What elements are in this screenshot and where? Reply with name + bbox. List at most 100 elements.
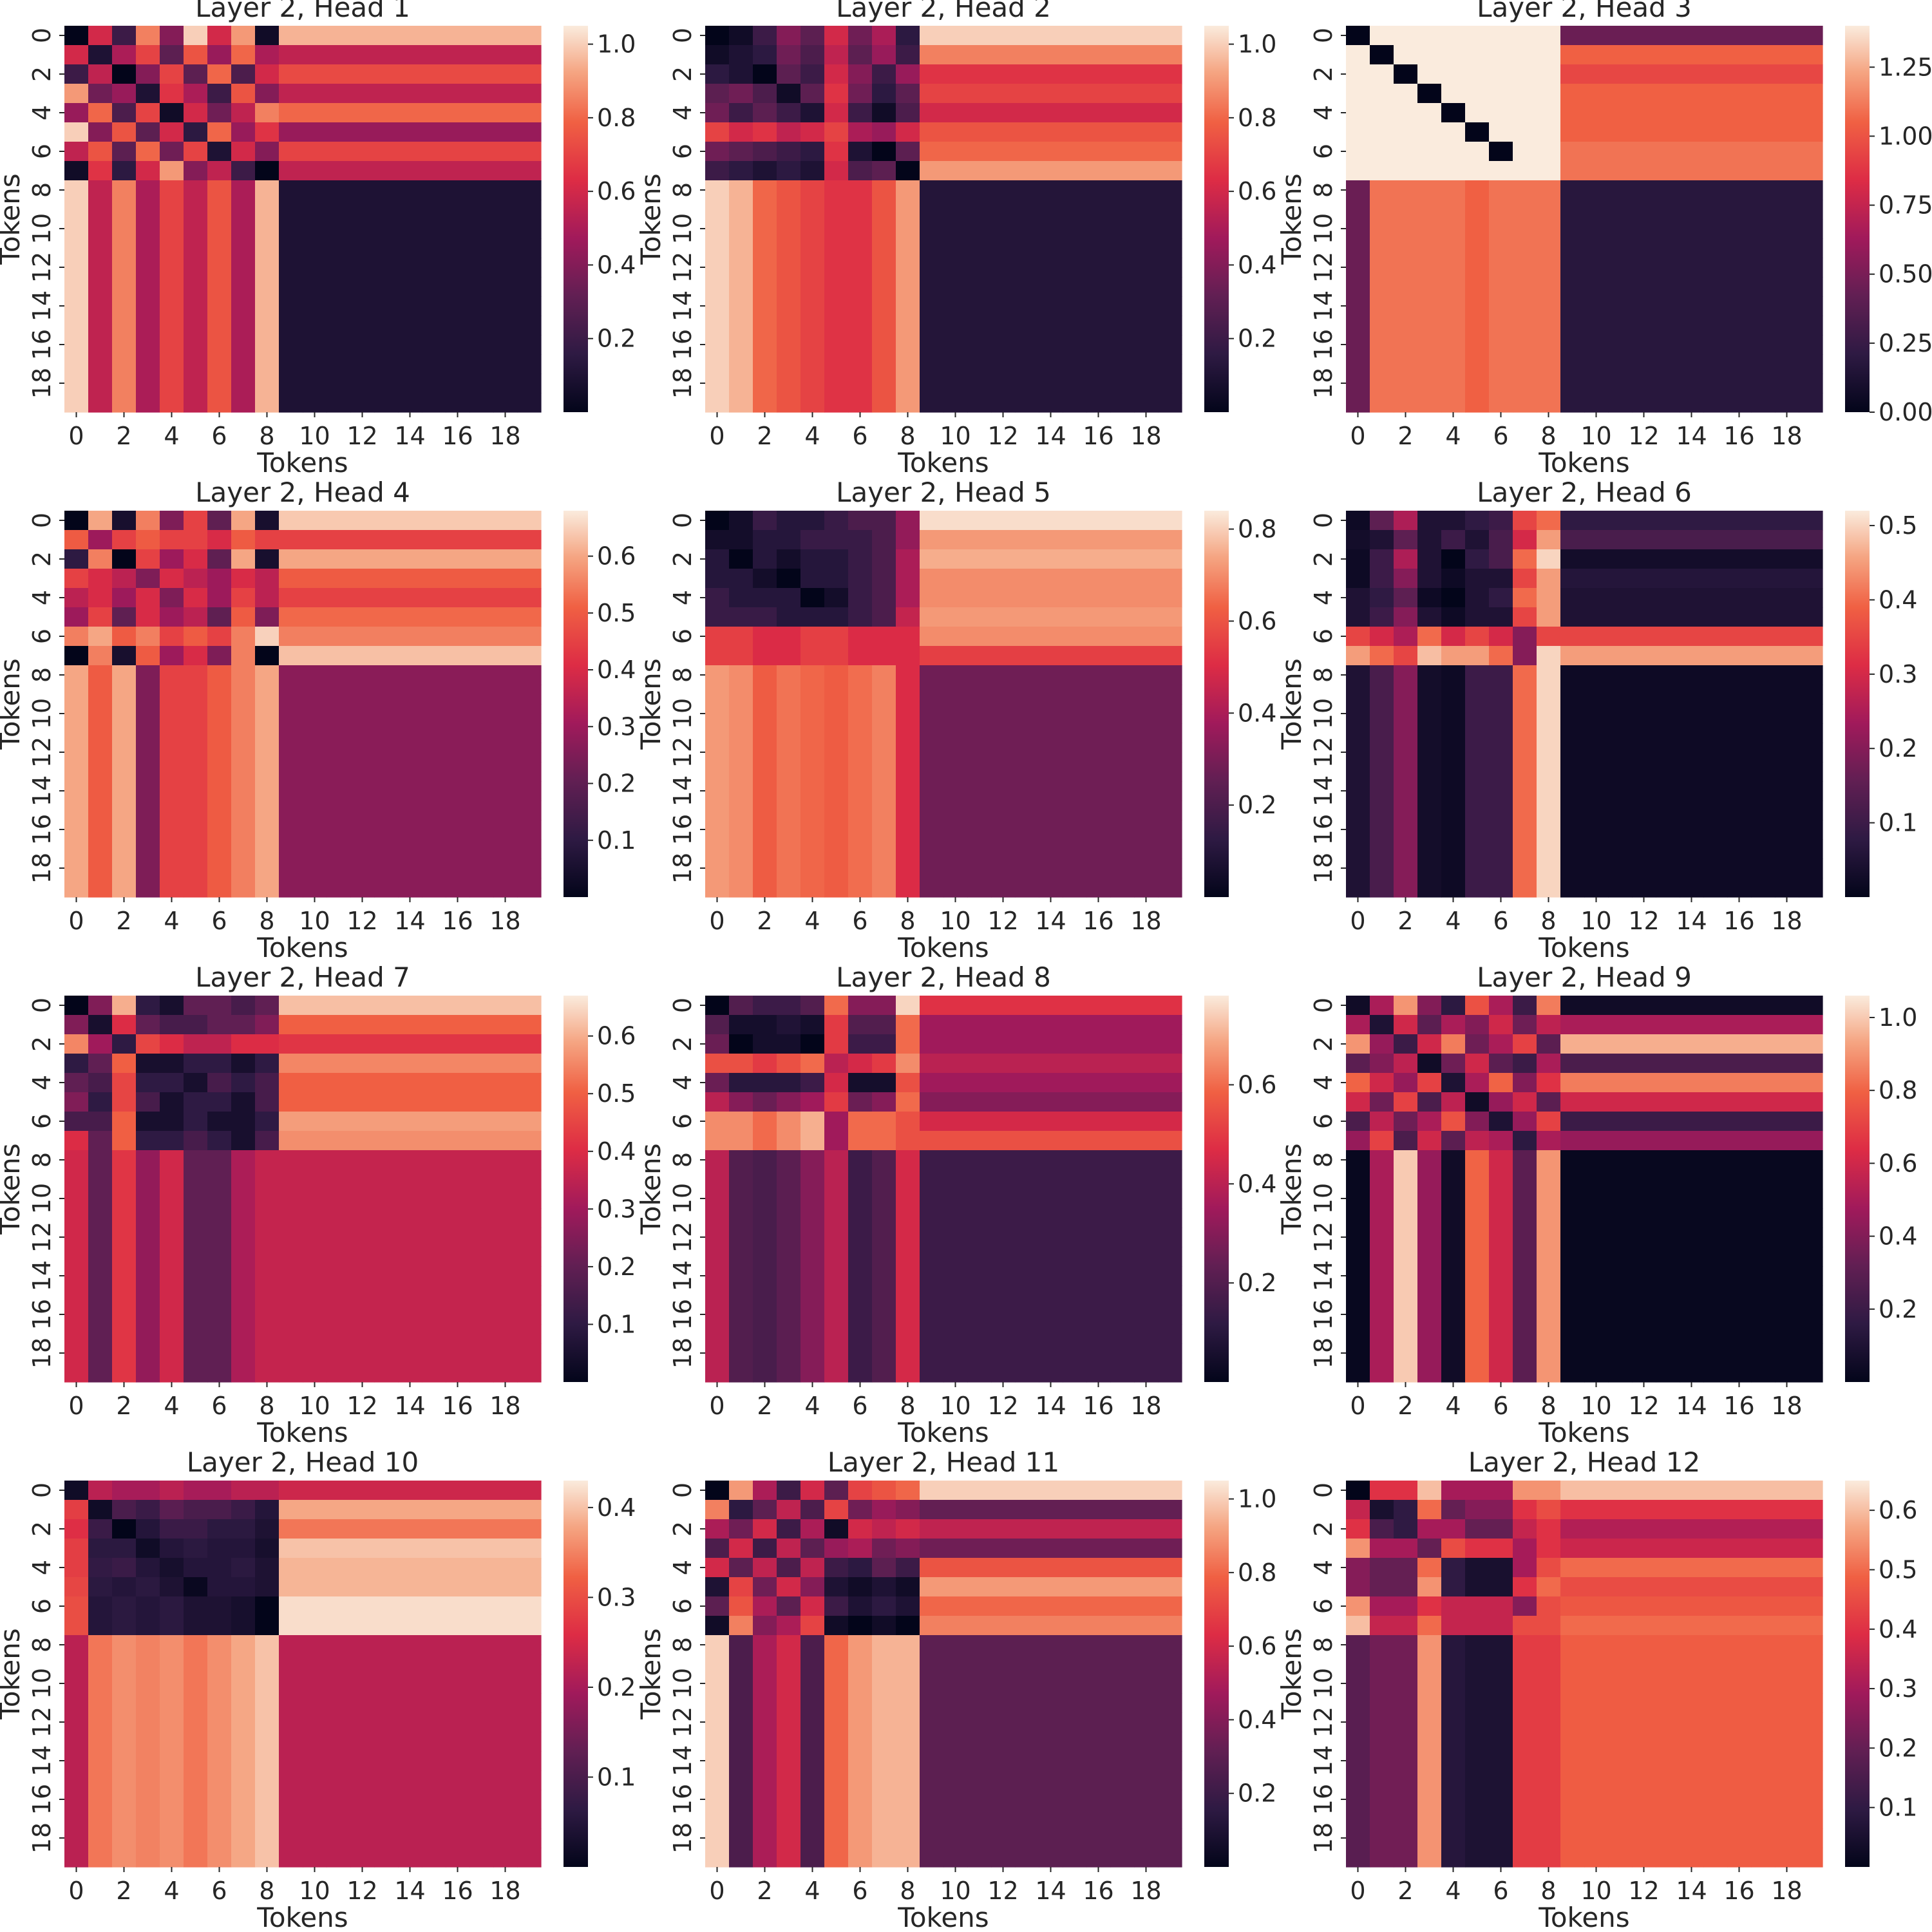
heatmap-cell	[136, 1305, 160, 1325]
heatmap-cell	[327, 1112, 351, 1132]
heatmap-cell	[136, 1227, 160, 1247]
heatmap-cell	[1680, 64, 1704, 84]
heatmap-cell	[231, 84, 256, 104]
heatmap-cell	[1703, 607, 1728, 627]
heatmap-cell	[1086, 704, 1111, 724]
heatmap-cell	[896, 646, 920, 666]
heatmap-cell	[1608, 258, 1633, 278]
heatmap-cell	[1703, 646, 1728, 666]
heatmap-cell	[88, 1693, 113, 1713]
heatmap-cell	[753, 1596, 777, 1616]
heatmap-cell	[896, 1596, 920, 1616]
heatmap-cell	[446, 1712, 470, 1732]
heatmap-cell	[231, 1481, 256, 1501]
y-tick-label: 4	[28, 590, 56, 605]
heatmap-cell	[279, 1305, 303, 1325]
heatmap-cell	[896, 1073, 920, 1093]
heatmap-cell	[350, 1015, 375, 1035]
heatmap-cell	[303, 1635, 327, 1655]
heatmap-cell	[1584, 1208, 1609, 1228]
heatmap-cells	[64, 511, 542, 898]
heatmap-cell	[1632, 996, 1656, 1016]
heatmap-cell	[1703, 45, 1728, 65]
heatmap-cell	[136, 1481, 160, 1501]
heatmap-cell	[1727, 277, 1752, 297]
heatmap-cell	[255, 1208, 279, 1228]
heatmap-cell	[1015, 858, 1039, 878]
heatmap-cell	[848, 1481, 873, 1501]
heatmap-cell	[279, 1654, 303, 1674]
heatmap-cell	[231, 1285, 256, 1305]
heatmap-cell	[231, 200, 256, 220]
heatmap-cell	[1799, 1324, 1823, 1344]
heatmap-cell	[848, 1054, 873, 1074]
heatmap-cell	[1039, 781, 1063, 801]
heatmap-cell	[1370, 839, 1394, 859]
heatmap-cell	[184, 1558, 208, 1578]
heatmap-cell	[1417, 781, 1442, 801]
heatmap-cell	[64, 1150, 89, 1170]
heatmap-cell	[112, 1481, 137, 1501]
heatmap-cell	[207, 1227, 232, 1247]
heatmap-cell	[1632, 374, 1656, 393]
heatmap-cell	[967, 1558, 992, 1578]
x-tick-label: 8	[1540, 907, 1556, 935]
heatmap-cell	[327, 1150, 351, 1170]
heatmap-cell	[1346, 122, 1370, 142]
heatmap-cell	[1134, 1770, 1159, 1790]
heatmap-cell	[279, 1732, 303, 1752]
heatmap-cell	[1775, 646, 1799, 666]
heatmap-cell	[896, 1189, 920, 1209]
heatmap-cell	[327, 1034, 351, 1054]
heatmap-cell	[800, 1577, 825, 1597]
heatmap-cell	[705, 549, 730, 569]
heatmap-cell	[991, 511, 1016, 531]
heatmap-cell	[422, 335, 446, 355]
heatmap-cell	[1513, 627, 1537, 647]
heatmap-cell	[1465, 858, 1490, 878]
heatmap-cell	[446, 1577, 470, 1597]
panel-title: Layer 2, Head 6	[1477, 477, 1692, 508]
heatmap-cell	[1346, 1266, 1370, 1286]
heatmap-cell	[517, 820, 542, 840]
heatmap-cell	[1346, 219, 1370, 239]
heatmap-cell	[136, 549, 160, 569]
heatmap-cell	[1751, 800, 1776, 820]
heatmap-cell	[517, 1790, 542, 1810]
heatmap-cell	[991, 1247, 1016, 1267]
heatmap-cell	[446, 1674, 470, 1694]
heatmap-cell	[112, 1809, 137, 1829]
heatmap-cell	[1537, 665, 1561, 685]
heatmap-cell	[231, 1073, 256, 1093]
heatmap-cell	[1489, 84, 1513, 104]
heatmap-cell	[1537, 1247, 1561, 1267]
heatmap-cell	[1134, 723, 1159, 743]
heatmap-cell	[991, 1596, 1016, 1616]
heatmap-cell	[705, 1112, 730, 1132]
heatmap-cell	[1656, 1208, 1680, 1228]
heatmap-cell	[1560, 200, 1585, 220]
x-tick-label: 4	[1445, 422, 1461, 450]
heatmap-cell	[920, 549, 944, 569]
heatmap-cell	[1015, 1828, 1039, 1848]
heatmap-cell	[967, 1054, 992, 1074]
heatmap-cell	[88, 1635, 113, 1655]
heatmap-cell	[1063, 685, 1087, 705]
colorbar-tick-label: 0.8	[1879, 1076, 1917, 1104]
heatmap-cell	[493, 1189, 518, 1209]
heatmap-cell	[327, 26, 351, 46]
heatmap-cell	[777, 1015, 801, 1035]
heatmap-cell	[88, 1150, 113, 1170]
heatmap-cell	[872, 996, 896, 1016]
heatmap-cell	[231, 839, 256, 859]
heatmap-cell	[705, 1170, 730, 1189]
heatmap-cell	[327, 762, 351, 782]
heatmap-cell	[848, 45, 873, 65]
heatmap-cell	[446, 296, 470, 316]
heatmap-cell	[1063, 1519, 1087, 1539]
heatmap-cell	[920, 685, 944, 705]
heatmap-cell	[1134, 1015, 1159, 1035]
heatmap-cell	[1584, 781, 1609, 801]
heatmap-cell	[1513, 685, 1537, 705]
heatmap-cell	[753, 1247, 777, 1267]
